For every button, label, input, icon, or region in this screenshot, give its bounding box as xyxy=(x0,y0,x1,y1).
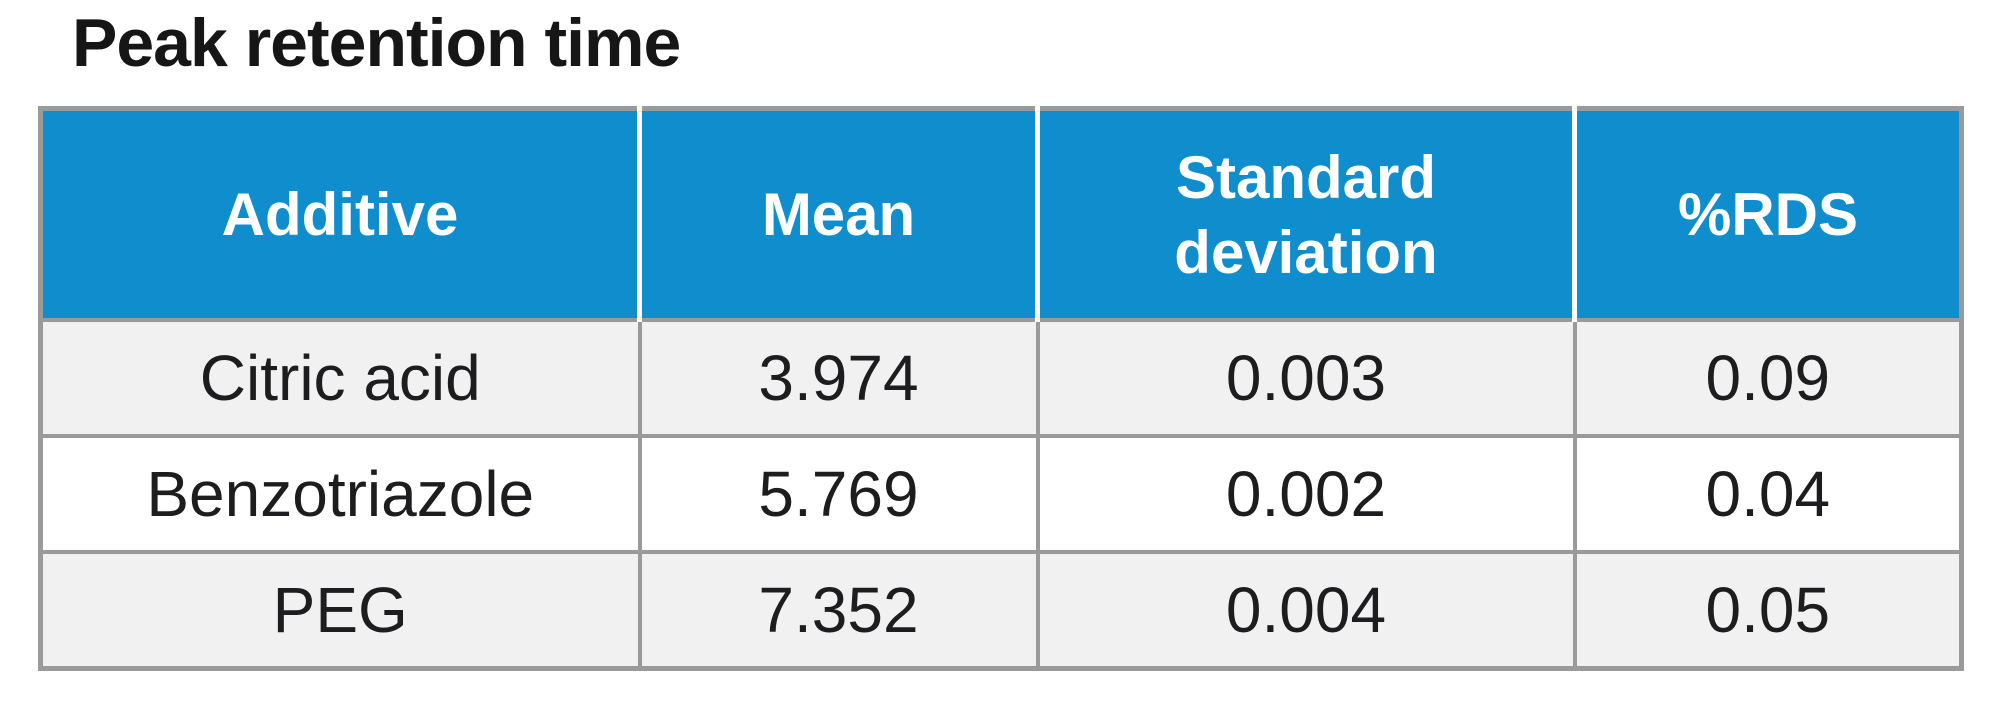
column-header-standard-deviation: Standard deviation xyxy=(1035,108,1575,322)
retention-time-table: Additive Mean Standard deviation %RDS Ci… xyxy=(38,106,1964,671)
column-header-rds: %RDS xyxy=(1572,108,1962,322)
table-row-peg: PEG 7.352 0.004 0.05 xyxy=(40,550,1962,669)
table-row-citric-acid: Citric acid 3.974 0.003 0.09 xyxy=(40,318,1962,436)
cell-additive: Citric acid xyxy=(40,318,640,436)
cell-rds: 0.04 xyxy=(1572,434,1962,552)
table-row-benzotriazole: Benzotriazole 5.769 0.002 0.04 xyxy=(40,434,1962,552)
cell-rds: 0.09 xyxy=(1572,318,1962,436)
cell-additive: PEG xyxy=(40,550,640,669)
cell-standard-deviation: 0.004 xyxy=(1035,550,1575,669)
cell-mean: 5.769 xyxy=(637,434,1038,552)
column-header-additive: Additive xyxy=(40,108,640,322)
cell-mean: 3.974 xyxy=(637,318,1038,436)
page-title: Peak retention time xyxy=(72,5,681,81)
cell-mean: 7.352 xyxy=(637,550,1038,669)
column-header-mean: Mean xyxy=(637,108,1038,322)
cell-standard-deviation: 0.003 xyxy=(1035,318,1575,436)
cell-rds: 0.05 xyxy=(1572,550,1962,669)
table-header-row: Additive Mean Standard deviation %RDS xyxy=(40,108,1962,322)
cell-additive: Benzotriazole xyxy=(40,434,640,552)
cell-standard-deviation: 0.002 xyxy=(1035,434,1575,552)
